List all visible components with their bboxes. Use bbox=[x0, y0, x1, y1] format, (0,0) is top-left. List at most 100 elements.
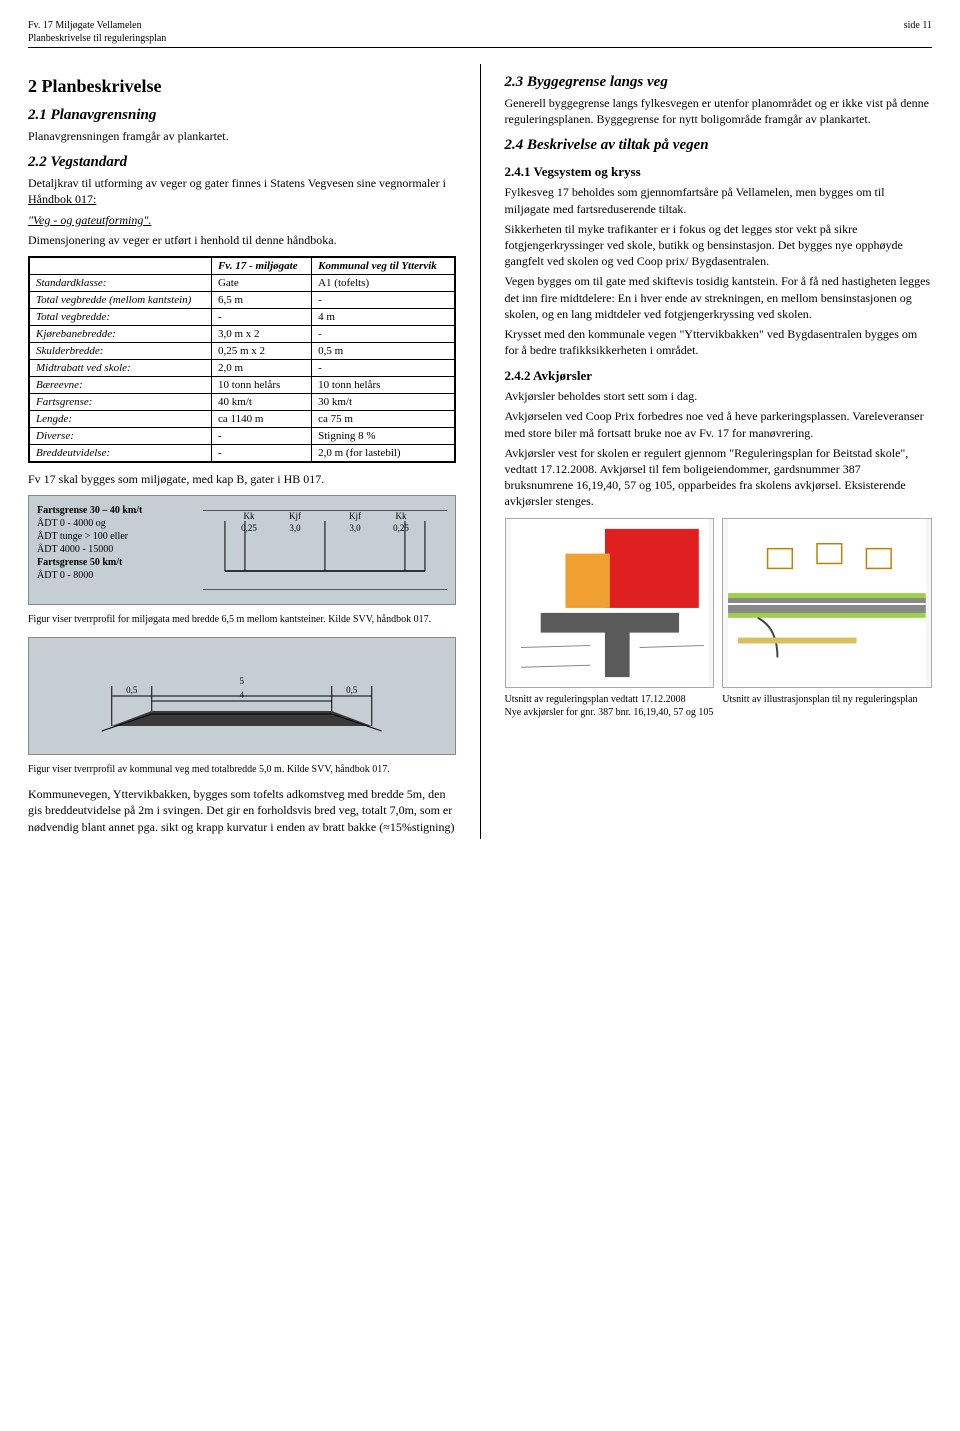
fig2-dim-2: 5 bbox=[240, 676, 245, 686]
s22-p1-italic: "Veg - og gateutforming". bbox=[28, 212, 456, 228]
table-cell: Kjørebanebredde: bbox=[29, 325, 211, 342]
section-2-2-p2: Dimensjonering av veger er utført i henh… bbox=[28, 232, 456, 248]
fig1-left-text: Fartsgrense 30 – 40 km/t ÅDT 0 - 4000 og… bbox=[37, 504, 193, 596]
table-cell: 2,0 m (for lastebil) bbox=[312, 444, 455, 462]
table-cell: - bbox=[211, 444, 311, 462]
figure-2-caption: Figur viser tverrprofil av kommunal veg … bbox=[28, 763, 456, 777]
section-2-2-title: 2.2 Vegstandard bbox=[28, 154, 456, 171]
fig1-l1: ÅDT 0 - 4000 og bbox=[37, 517, 193, 530]
figure-1-caption: Figur viser tverrprofil for miljøgata me… bbox=[28, 613, 456, 627]
right-column: 2.3 Byggegrense langs veg Generell bygge… bbox=[505, 64, 933, 839]
plan-left-svg bbox=[506, 519, 714, 687]
table-cell: Diverse: bbox=[29, 427, 211, 444]
table-cell: Standardklasse: bbox=[29, 274, 211, 291]
table-cell: - bbox=[211, 308, 311, 325]
section-2-1-title: 2.1 Planavgrensning bbox=[28, 107, 456, 124]
table-cell: Bæreevne: bbox=[29, 376, 211, 393]
table-cell: - bbox=[211, 427, 311, 444]
table-cell: Gate bbox=[211, 274, 311, 291]
svg-text:3,0: 3,0 bbox=[349, 523, 361, 533]
fig2-dim-1: 4 bbox=[240, 690, 245, 700]
svg-text:Kk: Kk bbox=[395, 511, 406, 521]
s242-p5: Avkjørsler beholdes stort sett som i dag… bbox=[505, 388, 933, 404]
s22-p1-link: Håndbok 017: bbox=[28, 192, 96, 206]
spec-table-header-row: Fv. 17 - miljøgate Kommunal veg til Ytte… bbox=[29, 257, 455, 275]
fig2-dim-0: 0,5 bbox=[126, 685, 138, 695]
post-fig-paragraph: Kommunevegen, Yttervikbakken, bygges som… bbox=[28, 786, 456, 835]
table-cell: - bbox=[312, 291, 455, 308]
table-cell: 10 tonn helårs bbox=[211, 376, 311, 393]
fig2-cross-section: 0,5 4 5 0,5 bbox=[37, 656, 447, 746]
table-row: Lengde:ca 1140 mca 75 m bbox=[29, 410, 455, 427]
plan-excerpt-left bbox=[505, 518, 715, 688]
table-row: Standardklasse:GateA1 (tofelts) bbox=[29, 274, 455, 291]
page-header: Fv. 17 Miljøgate Vellamelen Planbeskrive… bbox=[28, 20, 932, 48]
spec-table: Fv. 17 - miljøgate Kommunal veg til Ytte… bbox=[28, 256, 456, 463]
fv17-paragraph: Fv 17 skal bygges som miljøgate, med kap… bbox=[28, 471, 456, 487]
fig1-fg2: Fartsgrense 50 km/t bbox=[37, 556, 193, 569]
table-cell: - bbox=[312, 359, 455, 376]
spec-h0 bbox=[29, 257, 211, 275]
section-2-4-1-title: 2.4.1 Vegsystem og kryss bbox=[505, 164, 933, 180]
section-2-3-p1: Generell byggegrense langs fylkesvegen e… bbox=[505, 95, 933, 127]
table-row: Bæreevne:10 tonn helårs10 tonn helårs bbox=[29, 376, 455, 393]
table-cell: 3,0 m x 2 bbox=[211, 325, 311, 342]
table-cell: 40 km/t bbox=[211, 393, 311, 410]
section-2-3-title: 2.3 Byggegrense langs veg bbox=[505, 74, 933, 91]
s241-p3: Vegen bygges om til gate med skiftevis t… bbox=[505, 273, 933, 322]
table-cell: - bbox=[312, 325, 455, 342]
section-2-4-2-title: 2.4.2 Avkjørsler bbox=[505, 368, 933, 384]
s241-p4: Krysset med den kommunale vegen "Yttervi… bbox=[505, 326, 933, 358]
table-cell: A1 (tofelts) bbox=[312, 274, 455, 291]
spec-h1: Fv. 17 - miljøgate bbox=[211, 257, 311, 275]
fig2-dim-3: 0,5 bbox=[346, 685, 358, 695]
s242-p6: Avkjørselen ved Coop Prix forbedres noe … bbox=[505, 408, 933, 440]
svg-text:Kjf: Kjf bbox=[349, 511, 361, 521]
table-row: Midtrabatt ved skole:2,0 m- bbox=[29, 359, 455, 376]
header-line2: Planbeskrivelse til reguleringsplan bbox=[28, 33, 166, 46]
img-caption-1b: Nye avkjørsler for gnr. 387 bnr. 16,19,4… bbox=[505, 707, 715, 718]
table-cell: 0,25 m x 2 bbox=[211, 342, 311, 359]
svg-text:0,25: 0,25 bbox=[393, 523, 409, 533]
section-2-2-p1: Detaljkrav til utforming av veger og gat… bbox=[28, 175, 456, 207]
table-row: Fartsgrense:40 km/t30 km/t bbox=[29, 393, 455, 410]
table-cell: Total vegbredde: bbox=[29, 308, 211, 325]
table-row: Diverse:-Stigning 8 % bbox=[29, 427, 455, 444]
table-cell: 30 km/t bbox=[312, 393, 455, 410]
header-line1: Fv. 17 Miljøgate Vellamelen bbox=[28, 20, 166, 33]
figure-2: 0,5 4 5 0,5 bbox=[28, 637, 456, 755]
table-cell: Total vegbredde (mellom kantstein) bbox=[29, 291, 211, 308]
svg-text:3,0: 3,0 bbox=[289, 523, 301, 533]
header-page-number: side 11 bbox=[904, 20, 932, 45]
table-cell: Midtrabatt ved skole: bbox=[29, 359, 211, 376]
table-cell: ca 75 m bbox=[312, 410, 455, 427]
table-cell: Breddeutvidelse: bbox=[29, 444, 211, 462]
svg-text:Kk: Kk bbox=[243, 511, 254, 521]
cross-section-svg: 0,5 4 5 0,5 bbox=[37, 656, 447, 746]
table-cell: 4 m bbox=[312, 308, 455, 325]
table-cell: 2,0 m bbox=[211, 359, 311, 376]
table-row: Kjørebanebredde:3,0 m x 2- bbox=[29, 325, 455, 342]
table-cell: Fartsgrense: bbox=[29, 393, 211, 410]
table-cell: 6,5 m bbox=[211, 291, 311, 308]
column-divider bbox=[480, 64, 481, 839]
fig1-l3: ÅDT 4000 - 15000 bbox=[37, 543, 193, 556]
table-row: Total vegbredde (mellom kantstein)6,5 m- bbox=[29, 291, 455, 308]
table-row: Total vegbredde:-4 m bbox=[29, 308, 455, 325]
spec-h2: Kommunal veg til Yttervik bbox=[312, 257, 455, 275]
left-column: 2 Planbeskrivelse 2.1 Planavgrensning Pl… bbox=[28, 64, 456, 839]
svg-text:0,25: 0,25 bbox=[241, 523, 257, 533]
table-cell: Lengde: bbox=[29, 410, 211, 427]
section-2-title: 2 Planbeskrivelse bbox=[28, 76, 456, 97]
section-2-1-p1: Planavgrensningen framgår av plankartet. bbox=[28, 128, 456, 144]
svg-text:Kjf: Kjf bbox=[289, 511, 301, 521]
table-cell: Skulderbredde: bbox=[29, 342, 211, 359]
table-cell: Stigning 8 % bbox=[312, 427, 455, 444]
table-cell: 0,5 m bbox=[312, 342, 455, 359]
fig1-fg1: Fartsgrense 30 – 40 km/t bbox=[37, 504, 193, 517]
fig1-l2: ÅDT tunge > 100 eller bbox=[37, 530, 193, 543]
img-caption-1a: Utsnitt av reguleringsplan vedtatt 17.12… bbox=[505, 694, 715, 705]
img-caption-2: Utsnitt av illustrasjonsplan til ny regu… bbox=[722, 694, 932, 705]
fig1-lane-diagram: Kk 0,25 Kjf 3,0 Kjf 3,0 Kk 0,25 bbox=[203, 504, 447, 596]
table-row: Skulderbredde:0,25 m x 20,5 m bbox=[29, 342, 455, 359]
